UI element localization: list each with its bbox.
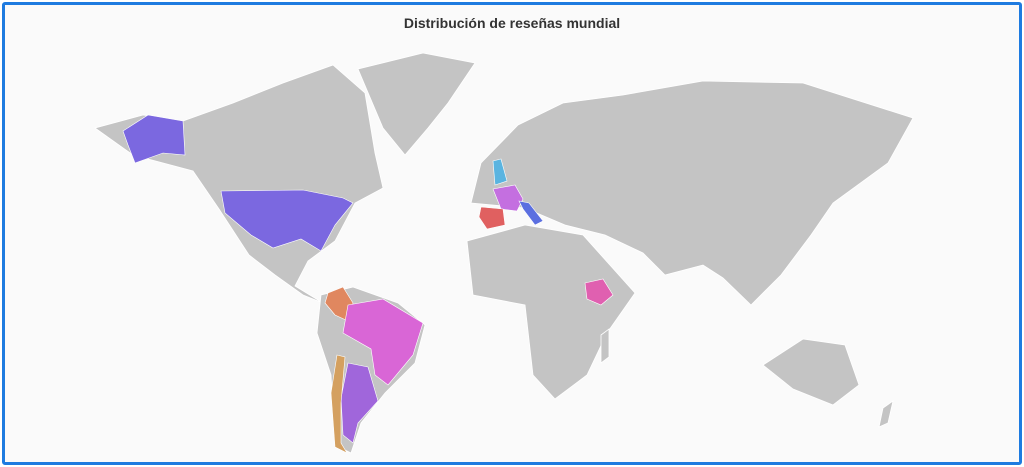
map-title: Distribución de reseñas mundial xyxy=(403,15,621,31)
region xyxy=(122,114,186,164)
region xyxy=(518,200,544,226)
australia xyxy=(762,338,860,406)
region xyxy=(220,189,354,252)
region xyxy=(342,298,424,386)
region xyxy=(492,158,508,186)
north-america xyxy=(94,64,384,304)
highlighted-countries xyxy=(122,114,614,454)
land xyxy=(94,52,914,454)
region xyxy=(478,206,506,230)
world-map xyxy=(94,52,914,454)
region xyxy=(340,362,379,444)
greenland xyxy=(357,52,476,156)
region xyxy=(492,184,524,212)
eurasia xyxy=(470,80,914,306)
madagascar xyxy=(600,328,610,364)
africa xyxy=(466,224,636,400)
region xyxy=(584,278,614,306)
region xyxy=(330,354,348,454)
new-zealand xyxy=(878,400,894,428)
